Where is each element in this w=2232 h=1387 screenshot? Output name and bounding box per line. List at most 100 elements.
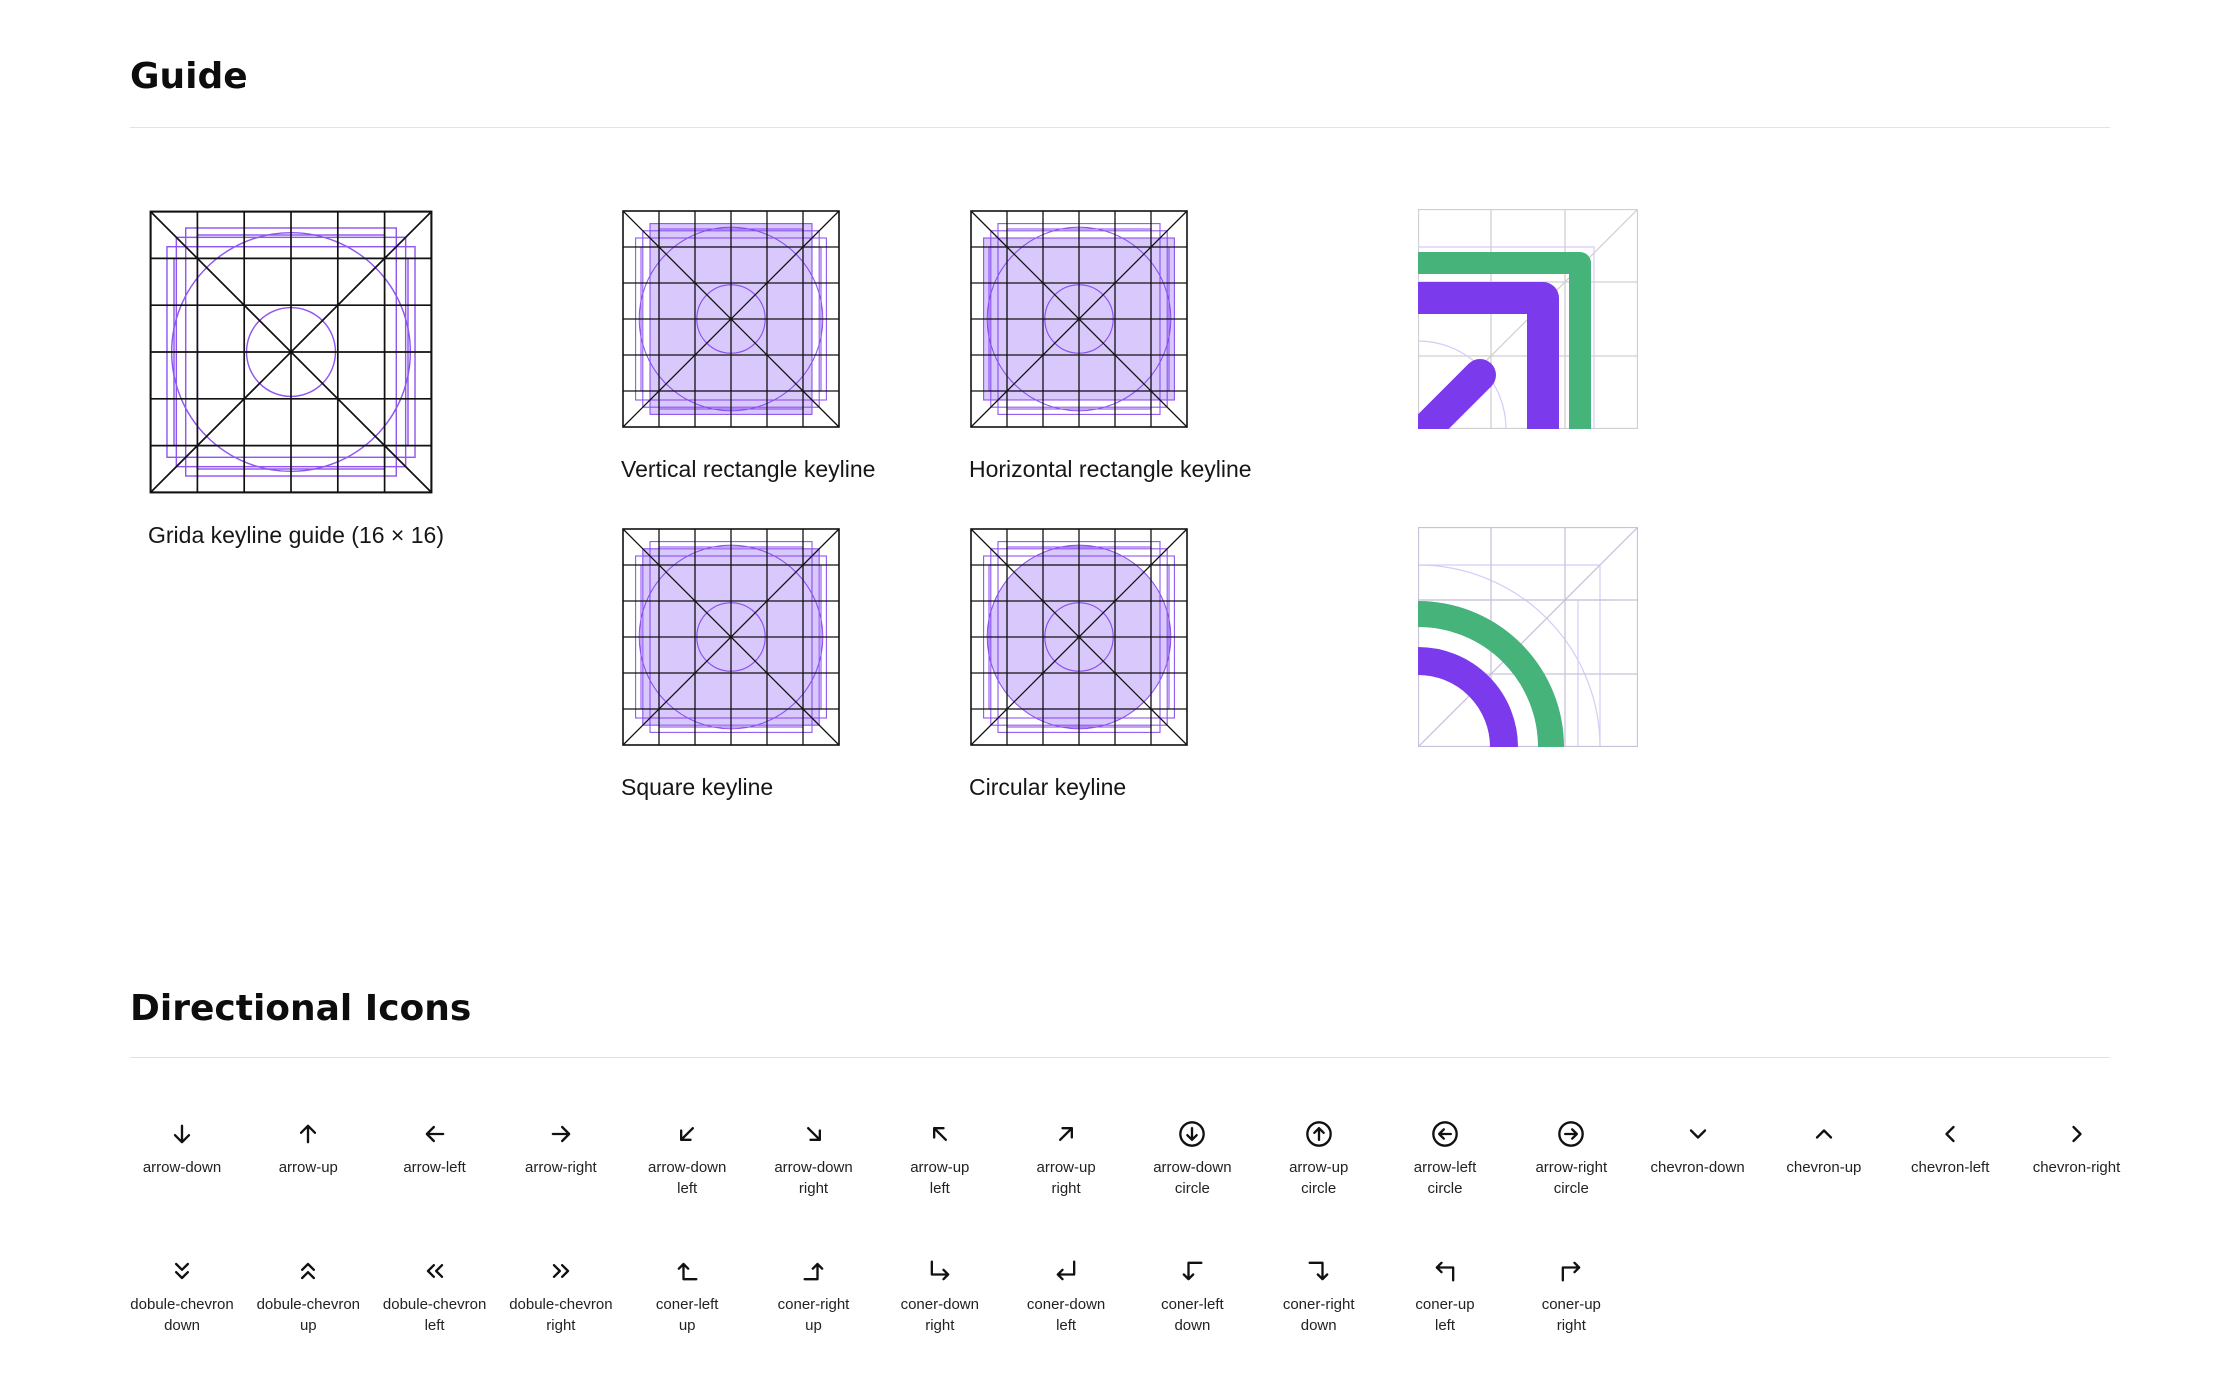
arc-stroke-example bbox=[1418, 527, 1638, 747]
icon-label: chevron-down bbox=[1635, 1157, 1761, 1178]
icon-label-line: arrow-right bbox=[525, 1159, 597, 1176]
icon-label: coner-left down bbox=[1129, 1294, 1255, 1336]
icon-tile-double-chevron-right[interactable]: dobule-chevron right bbox=[498, 1257, 624, 1336]
icon-tile-corner-down-left[interactable]: coner-down left bbox=[1003, 1257, 1129, 1336]
icon-tile-arrow-down-left[interactable]: arrow-down left bbox=[624, 1120, 750, 1199]
icon-label-line: coner-down bbox=[1026, 1296, 1106, 1313]
icon-tile-corner-right-down[interactable]: coner-right down bbox=[1256, 1257, 1382, 1336]
icon-label-line: arrow-left bbox=[1413, 1159, 1477, 1176]
icon-label-line: circle bbox=[1301, 1180, 1337, 1197]
icon-tile-chevron-down[interactable]: chevron-down bbox=[1635, 1120, 1761, 1178]
icon-label: arrow-down bbox=[119, 1157, 245, 1178]
arrow-down-right-icon bbox=[806, 1127, 821, 1141]
icon-label-line: right bbox=[1051, 1180, 1081, 1197]
icon-tile-corner-left-up[interactable]: coner-left up bbox=[624, 1257, 750, 1336]
horizontal-rectangle-keyline-caption: Horizontal rectangle keyline bbox=[969, 456, 1252, 482]
icon-label-line: arrow-right bbox=[1535, 1159, 1608, 1176]
icon-tile-arrow-up[interactable]: arrow-up bbox=[245, 1120, 371, 1178]
icon-label-line: right bbox=[925, 1317, 955, 1334]
icon-tile-double-chevron-up[interactable]: dobule-chevron up bbox=[245, 1257, 371, 1336]
icon-label-line: left bbox=[677, 1180, 698, 1197]
icon-label-line: coner-left bbox=[655, 1296, 719, 1313]
icon-label: arrow-up bbox=[245, 1157, 371, 1178]
circular-keyline-illustration bbox=[970, 528, 1188, 746]
icon-tile-arrow-up-circle[interactable]: arrow-up circle bbox=[1256, 1120, 1382, 1199]
icon-label: dobule-chevron down bbox=[119, 1294, 245, 1336]
icon-label-line: coner-down bbox=[900, 1296, 979, 1313]
icon-tile-corner-left-down[interactable]: coner-left down bbox=[1129, 1257, 1255, 1336]
double-chevron-down-icon bbox=[175, 1262, 189, 1280]
corner-down-left-icon bbox=[1056, 1260, 1076, 1281]
icon-tile-corner-down-right[interactable]: coner-down right bbox=[877, 1257, 1003, 1336]
icon-label: arrow-up left bbox=[877, 1157, 1003, 1199]
icon-tile-chevron-left[interactable]: chevron-left bbox=[1887, 1120, 2013, 1178]
icon-label-line: coner-up bbox=[1415, 1296, 1475, 1313]
icon-label: chevron-right bbox=[2014, 1157, 2140, 1178]
square-keyline-caption: Square keyline bbox=[621, 774, 774, 800]
icon-tile-arrow-down-circle[interactable]: arrow-down circle bbox=[1129, 1120, 1255, 1199]
icon-tile-arrow-down[interactable]: arrow-down bbox=[119, 1120, 245, 1178]
circular-keyline-caption: Circular keyline bbox=[969, 774, 1127, 800]
icon-label-line: arrow-up bbox=[910, 1159, 970, 1176]
arrow-left-circle-icon bbox=[1432, 1121, 1458, 1147]
icon-label-line: arrow-up bbox=[1289, 1159, 1349, 1176]
icon-label: arrow-right circle bbox=[1508, 1157, 1634, 1199]
icon-tile-corner-right-up[interactable]: coner-right up bbox=[751, 1257, 877, 1336]
guide-divider bbox=[130, 127, 2110, 128]
icon-tile-arrow-up-left[interactable]: arrow-up left bbox=[877, 1120, 1003, 1199]
double-chevron-up-icon bbox=[301, 1262, 316, 1280]
arrow-down-icon bbox=[173, 1124, 191, 1144]
icon-tile-double-chevron-left[interactable]: dobule-chevron left bbox=[372, 1257, 498, 1336]
icon-label-line: arrow-left bbox=[403, 1159, 466, 1176]
corner-left-up-icon bbox=[677, 1262, 698, 1281]
guide-section-title: Guide bbox=[130, 56, 248, 97]
icon-label-line: right bbox=[798, 1180, 829, 1197]
icon-tile-chevron-right[interactable]: chevron-right bbox=[2014, 1120, 2140, 1178]
icon-label: coner-down left bbox=[1003, 1294, 1129, 1336]
icon-label-line: arrow-down bbox=[774, 1159, 853, 1176]
purple-diagonal-stroke bbox=[1418, 359, 1496, 429]
icon-label: arrow-up circle bbox=[1256, 1157, 1382, 1199]
icon-tile-arrow-up-right[interactable]: arrow-up right bbox=[1003, 1120, 1129, 1199]
icon-label: arrow-right bbox=[498, 1157, 624, 1178]
icon-tile-arrow-right-circle[interactable]: arrow-right circle bbox=[1508, 1120, 1634, 1199]
rounded-corner-stroke-example bbox=[1418, 209, 1638, 429]
icon-label: coner-up right bbox=[1508, 1294, 1634, 1336]
icon-tile-corner-up-left[interactable]: coner-up left bbox=[1382, 1257, 1508, 1336]
icon-label: coner-right up bbox=[751, 1294, 877, 1336]
icon-label: arrow-down right bbox=[751, 1157, 877, 1199]
icon-label-line: left bbox=[1434, 1317, 1455, 1334]
icon-label: coner-up left bbox=[1382, 1294, 1508, 1336]
icon-label-line: chevron-up bbox=[1786, 1159, 1862, 1176]
icon-tile-chevron-up[interactable]: chevron-up bbox=[1761, 1120, 1887, 1178]
icon-tile-corner-up-right[interactable]: coner-up right bbox=[1508, 1257, 1634, 1336]
icon-label: arrow-down left bbox=[624, 1157, 750, 1199]
arrow-right-icon bbox=[551, 1125, 571, 1143]
purple-arc-stroke bbox=[1418, 647, 1518, 747]
arrow-right-circle-icon bbox=[1558, 1121, 1585, 1147]
icon-label: dobule-chevron left bbox=[372, 1294, 498, 1336]
icon-label-line: dobule-chevron bbox=[382, 1296, 487, 1313]
icon-label-line: down bbox=[1174, 1317, 1211, 1334]
arrow-up-left-icon bbox=[932, 1127, 947, 1141]
vertical-rectangle-keyline-illustration bbox=[622, 210, 840, 428]
corner-right-down-icon bbox=[1308, 1261, 1329, 1281]
chevron-down-icon bbox=[1689, 1129, 1706, 1139]
green-arc-stroke bbox=[1418, 601, 1564, 747]
arrow-up-right-icon bbox=[1059, 1127, 1074, 1141]
icon-tile-double-chevron-down[interactable]: dobule-chevron down bbox=[119, 1257, 245, 1336]
corner-right-up-icon bbox=[803, 1262, 823, 1281]
icon-label-line: right bbox=[1556, 1317, 1586, 1334]
horizontal-rectangle-keyline-illustration bbox=[970, 210, 1188, 428]
icon-label-line: up bbox=[805, 1317, 822, 1334]
icon-label-line: up bbox=[678, 1317, 696, 1334]
icon-label-line: left bbox=[424, 1317, 445, 1334]
icon-label-line: down bbox=[164, 1317, 200, 1334]
icon-tile-arrow-right[interactable]: arrow-right bbox=[498, 1120, 624, 1178]
icon-tile-arrow-left-circle[interactable]: arrow-left circle bbox=[1382, 1120, 1508, 1199]
corner-up-left-icon bbox=[1435, 1261, 1455, 1282]
icon-label-line: chevron-down bbox=[1650, 1159, 1745, 1176]
icon-tile-arrow-down-right[interactable]: arrow-down right bbox=[751, 1120, 877, 1199]
corner-left-down-icon bbox=[1183, 1261, 1203, 1281]
icon-tile-arrow-left[interactable]: arrow-left bbox=[372, 1120, 498, 1178]
